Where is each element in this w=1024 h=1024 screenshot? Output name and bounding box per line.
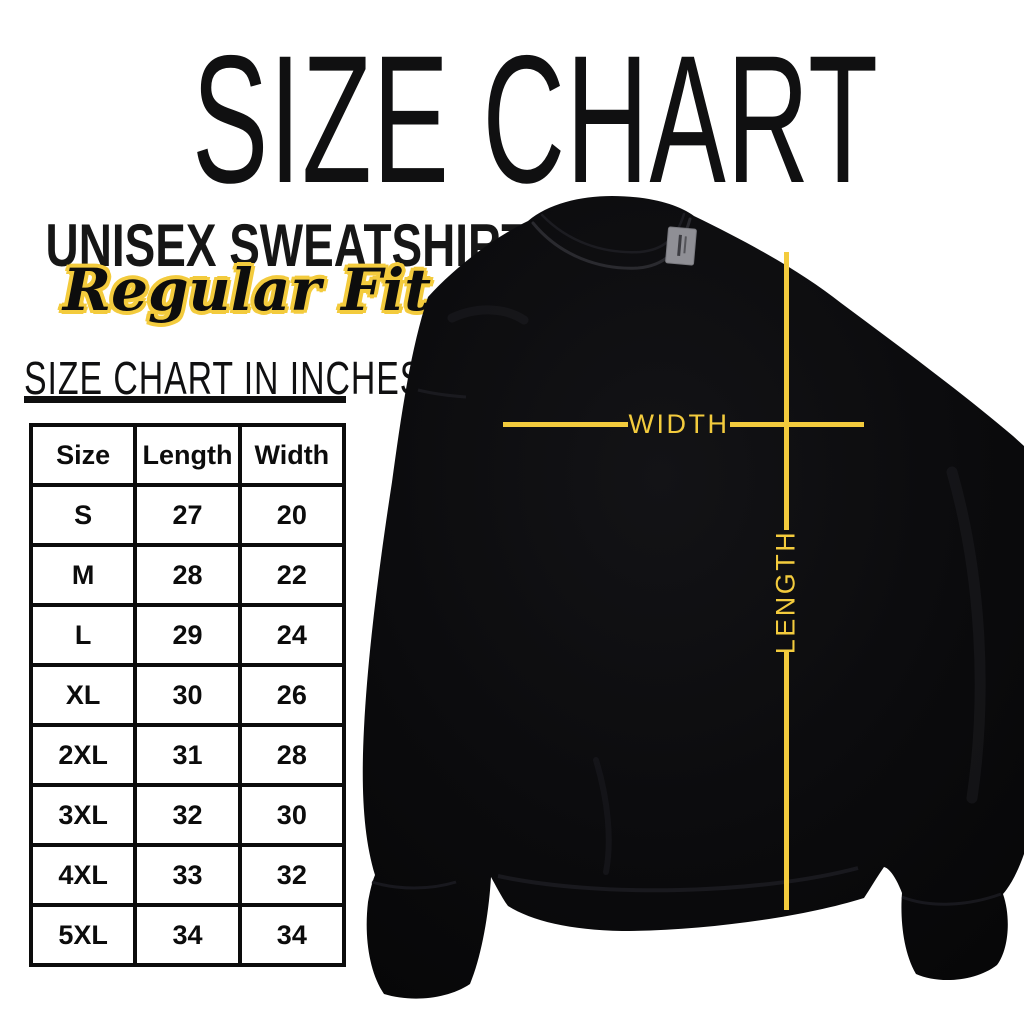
length-cell: 33	[133, 843, 242, 907]
width-cell: 22	[237, 543, 347, 607]
column-header-width: Width	[237, 423, 347, 487]
length-cell: 27	[133, 483, 242, 547]
width-cell: 30	[237, 783, 347, 847]
header-row: Size Length Width	[28, 423, 347, 487]
table-row: 4XL 33 32	[28, 843, 347, 907]
column-header-length: Length	[133, 423, 242, 487]
size-cell: 5XL	[28, 903, 138, 967]
length-cell: 28	[133, 543, 242, 607]
fabric-sheen-left	[447, 305, 529, 325]
neck-tag	[665, 226, 697, 266]
size-cell: S	[28, 483, 138, 547]
right-cuff-seam	[901, 892, 1002, 906]
length-cell: 30	[133, 663, 242, 727]
length-cell: 29	[133, 603, 242, 667]
fabric-sheen-right	[946, 466, 986, 804]
table-heading: SIZE CHART IN INCHES	[24, 351, 422, 404]
sweatshirt-body	[362, 196, 1024, 999]
fabric-fold	[593, 757, 612, 875]
size-cell: XL	[28, 663, 138, 727]
length-line-top-segment	[784, 252, 789, 530]
size-cell: L	[28, 603, 138, 667]
length-cell: 31	[133, 723, 242, 787]
length-measure-label: LENGTH	[770, 529, 801, 655]
fit-label: Regular Fit	[62, 256, 432, 324]
width-cell: 28	[237, 723, 347, 787]
page-title: SIZE CHART	[192, 16, 879, 222]
table-heading-text: SIZE CHART IN INCHES	[24, 351, 424, 405]
hem-seam	[497, 866, 859, 893]
size-cell: 2XL	[28, 723, 138, 787]
width-cell: 34	[237, 903, 347, 967]
size-cell: 4XL	[28, 843, 138, 907]
table-row: XL 30 26	[28, 663, 347, 727]
width-cell: 24	[237, 603, 347, 667]
table-row: 5XL 34 34	[28, 903, 347, 967]
size-table: Size Length Width S 27 20 M 28 22 L 29 24 XL 30 26 2…	[28, 423, 347, 967]
size-cell: M	[28, 543, 138, 607]
size-table-head: Size Length Width	[28, 423, 347, 487]
table-row: S 27 20	[28, 483, 347, 547]
left-cuff-seam	[371, 880, 457, 890]
length-cell: 32	[133, 783, 242, 847]
size-table-body: S 27 20 M 28 22 L 29 24 XL 30 26 2XL 31 28 3XL 32 30 4XL 33…	[28, 483, 347, 967]
shoulder-seam	[417, 388, 467, 399]
table-row: 3XL 32 30	[28, 783, 347, 847]
column-header-size: Size	[28, 423, 138, 487]
table-row: L 29 24	[28, 603, 347, 667]
width-line-left-segment	[503, 422, 628, 427]
width-cell: 32	[237, 843, 347, 907]
width-cell: 20	[237, 483, 347, 547]
heading-underline	[24, 396, 346, 403]
width-cell: 26	[237, 663, 347, 727]
length-cell: 34	[133, 903, 242, 967]
width-line-right-segment	[730, 422, 864, 427]
length-line-bottom-segment	[784, 652, 789, 910]
table-row: 2XL 31 28	[28, 723, 347, 787]
width-measure-label: WIDTH	[628, 409, 730, 439]
size-cell: 3XL	[28, 783, 138, 847]
table-row: M 28 22	[28, 543, 347, 607]
